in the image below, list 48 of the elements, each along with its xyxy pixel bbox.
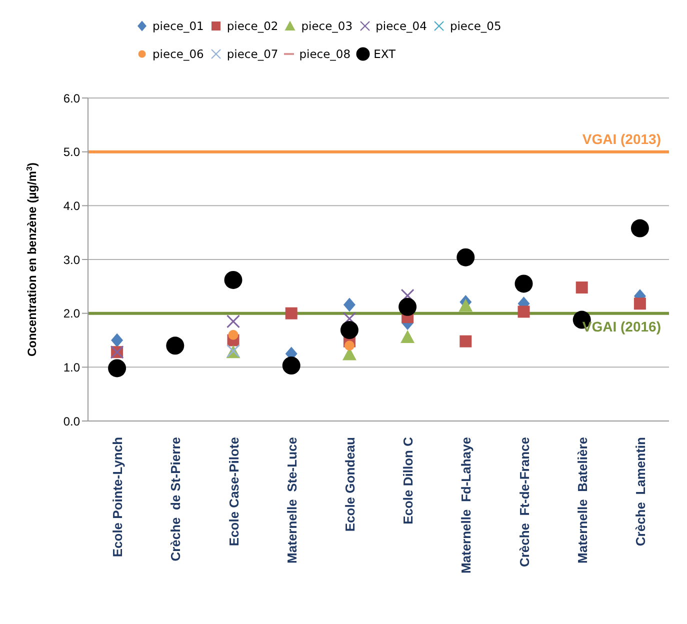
point: [456, 248, 475, 266]
y-tick-label: 3.0: [63, 252, 80, 267]
point: [460, 335, 472, 348]
point: [343, 298, 356, 312]
legend-label: piece_05: [448, 18, 502, 34]
point: [634, 298, 646, 310]
legend-label: piece_04: [374, 18, 427, 34]
x-tick-label: Crèche Ft-de-France: [516, 437, 532, 568]
x-tick-label: Maternelle Ste-Luce: [284, 437, 300, 564]
point: [630, 219, 649, 238]
y-tick-label: 4.0: [63, 198, 80, 213]
point: [518, 306, 530, 318]
ref-line-label: VGAI (2013): [582, 130, 661, 147]
y-tick-label: 5.0: [63, 145, 80, 160]
point: [282, 356, 300, 375]
x-tick-label: Ecole Dillon C: [400, 436, 416, 524]
legend-label: piece_07: [226, 46, 278, 62]
point: [340, 321, 358, 340]
legend-label: piece_01: [152, 18, 204, 34]
x-tick-label: Maternelle Batelière: [574, 437, 590, 564]
point: [224, 270, 242, 289]
point: [514, 274, 533, 293]
x-tick-label: Ecole Case-Pilote: [226, 437, 242, 546]
point: [166, 336, 184, 355]
x-tick-label: Crèche Lamentin: [632, 436, 648, 546]
y-tick-label: 1.0: [63, 360, 80, 374]
x-tick-label: Ecole Pointe-Lynch: [110, 436, 126, 558]
point: [458, 298, 473, 312]
y-tick-label: 6.0: [63, 91, 80, 106]
x-tick-label: Crèche de St-Pierre: [168, 437, 184, 562]
legend-label: piece_06: [152, 46, 204, 62]
point: [228, 330, 238, 340]
point: [344, 340, 354, 351]
point: [398, 298, 417, 316]
x-tick-label: Ecole Gondeau: [342, 436, 358, 532]
point: [285, 307, 298, 320]
x-tick-label: Maternelle Fd-Lahaye: [458, 437, 474, 574]
point: [111, 333, 124, 348]
legend-label: piece_03: [300, 18, 353, 34]
legend-label: piece_08: [298, 46, 351, 62]
point: [400, 330, 415, 344]
point: [108, 359, 126, 378]
point: [576, 281, 588, 294]
legend-label: EXT: [372, 46, 396, 62]
legend-label: piece_02: [226, 18, 278, 34]
ref-line-label: VGAI (2016): [582, 318, 661, 334]
y-tick-label: 0.0: [63, 414, 80, 428]
y-tick-label: 2.0: [63, 306, 80, 321]
